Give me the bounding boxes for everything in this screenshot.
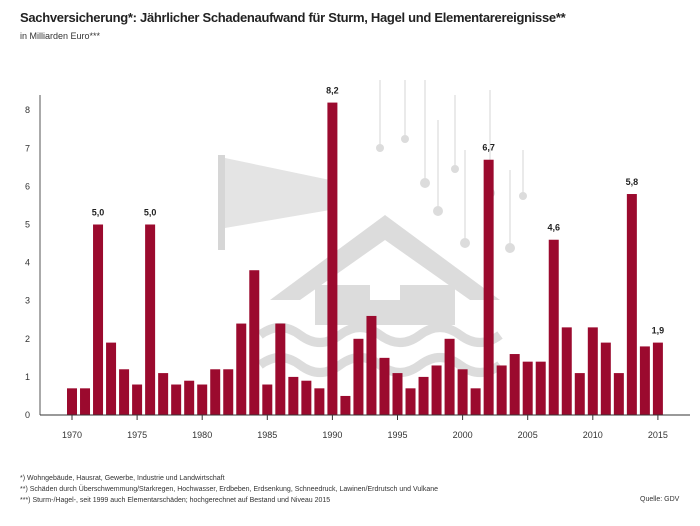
bar-2010 xyxy=(587,327,598,415)
x-tick-label: 1995 xyxy=(387,430,407,440)
y-tick-label: 3 xyxy=(25,296,30,306)
bar-2015 xyxy=(652,342,663,415)
bar-1985 xyxy=(262,384,273,415)
bar-1991 xyxy=(340,395,351,415)
bar-2012 xyxy=(613,373,624,415)
bar-2006 xyxy=(535,361,546,415)
bar-1995 xyxy=(392,373,403,415)
bar-1970 xyxy=(67,388,77,415)
y-tick-label: 2 xyxy=(25,334,30,344)
bar-1993 xyxy=(366,315,377,415)
chart-title: Sachversicherung*: Jährlicher Schadenauf… xyxy=(20,10,566,25)
bar-1990 xyxy=(327,102,338,415)
x-tick-label: 1970 xyxy=(62,430,82,440)
y-tick-label: 0 xyxy=(25,410,30,420)
bar-1996 xyxy=(405,388,416,415)
y-tick-label: 1 xyxy=(25,372,30,382)
x-tick-label: 1975 xyxy=(127,430,147,440)
bar-2005 xyxy=(522,361,533,415)
bar-1984 xyxy=(249,270,260,415)
data-label-2002: 6,7 xyxy=(482,143,495,153)
bar-1987 xyxy=(288,376,299,415)
data-label-1972: 5,0 xyxy=(92,208,105,218)
bar-1997 xyxy=(418,376,429,415)
bar-1973 xyxy=(106,342,117,415)
footnote-3: ***) Sturm-/Hagel-, seit 1999 auch Eleme… xyxy=(20,497,331,504)
bar-1999 xyxy=(444,338,455,415)
bar-1992 xyxy=(353,338,364,415)
y-tick-label: 6 xyxy=(25,181,30,191)
footnote-1: *) Wohngebäude, Hausrat, Gewerbe, Indust… xyxy=(20,475,225,482)
bar-1976 xyxy=(145,224,156,415)
bar-1979 xyxy=(184,380,195,415)
bar-1981 xyxy=(210,369,221,415)
bar-1983 xyxy=(236,323,247,415)
y-tick-label: 5 xyxy=(25,220,30,230)
bar-1975 xyxy=(132,384,143,415)
x-tick-label: 1985 xyxy=(257,430,277,440)
x-tick-label: 2010 xyxy=(583,430,603,440)
bar-1986 xyxy=(275,323,286,415)
bar-2001 xyxy=(470,388,481,415)
x-tick-label: 1990 xyxy=(322,430,342,440)
data-label-1976: 5,0 xyxy=(144,208,157,218)
bar-2014 xyxy=(639,346,650,415)
bar-2000 xyxy=(457,369,468,415)
y-tick-label: 8 xyxy=(25,105,30,115)
bar-2003 xyxy=(496,365,507,415)
bar-1974 xyxy=(119,369,130,415)
bar-2002 xyxy=(483,159,494,415)
data-label-1990: 8,2 xyxy=(326,86,339,96)
bar-1988 xyxy=(301,380,312,415)
bar-1998 xyxy=(431,365,442,415)
x-tick-label: 1980 xyxy=(192,430,212,440)
bar-2008 xyxy=(561,327,572,415)
x-tick-label: 2000 xyxy=(453,430,473,440)
footnote-2: **) Schäden durch Überschwemmung/Starkre… xyxy=(20,486,439,493)
data-label-2013: 5,8 xyxy=(626,177,639,187)
y-tick-label: 7 xyxy=(25,143,30,153)
y-tick-label: 4 xyxy=(25,258,30,268)
bar-2009 xyxy=(574,373,585,415)
bar-1989 xyxy=(314,388,325,415)
bar-2013 xyxy=(626,194,637,415)
bar-1978 xyxy=(171,384,182,415)
x-tick-label: 2015 xyxy=(648,430,668,440)
bar-1972 xyxy=(93,224,104,415)
bar-1982 xyxy=(223,369,234,415)
bar-1977 xyxy=(158,373,169,415)
chart-subtitle: in Milliarden Euro*** xyxy=(20,31,101,41)
bar-2007 xyxy=(548,239,559,415)
bar-2011 xyxy=(600,342,611,415)
data-label-2015: 1,9 xyxy=(652,326,665,336)
data-label-2007: 4,6 xyxy=(547,223,560,233)
bar-2004 xyxy=(509,354,520,415)
source-note: Quelle: GDV xyxy=(640,496,680,503)
bar-1971 xyxy=(80,388,91,415)
bar-1980 xyxy=(197,384,208,415)
bar-1994 xyxy=(379,357,390,415)
x-tick-label: 2005 xyxy=(518,430,538,440)
